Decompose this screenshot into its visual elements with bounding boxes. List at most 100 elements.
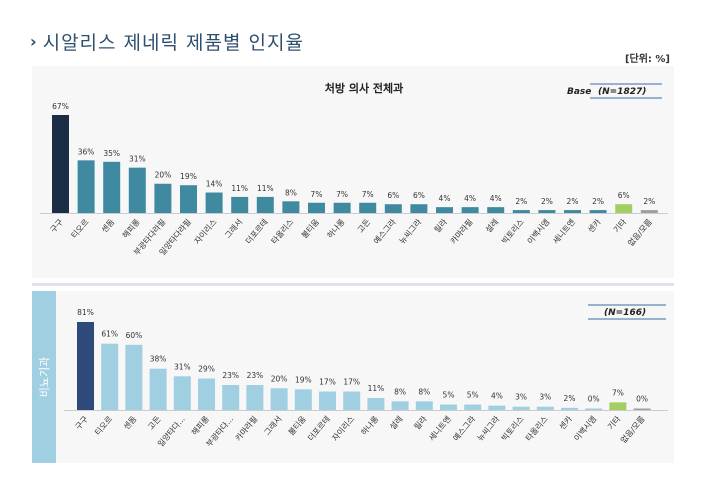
bar — [103, 161, 121, 213]
tick-label: 더포르테 — [244, 218, 270, 246]
bar — [52, 115, 69, 213]
data-label: 23% — [247, 371, 264, 380]
tick-label: 예스그라 — [451, 413, 478, 442]
data-label: 81% — [77, 308, 94, 317]
bar — [77, 322, 94, 410]
tick-label: 빅토리스 — [500, 415, 526, 443]
data-label: 5% — [467, 391, 479, 400]
bar — [512, 210, 530, 213]
data-label: 2% — [643, 197, 655, 206]
data-label: 14% — [206, 180, 223, 189]
base-label: Base — [567, 87, 591, 97]
bar — [615, 204, 633, 213]
data-label: 61% — [101, 330, 118, 339]
data-label: 11% — [231, 184, 248, 193]
data-label: 11% — [368, 384, 385, 393]
data-label: 4% — [464, 194, 476, 203]
data-label: 6% — [618, 191, 630, 200]
data-label: 7% — [336, 190, 348, 199]
tick-label: 센카 — [586, 216, 604, 234]
tick-label: 기타 — [606, 414, 623, 432]
data-label: 38% — [150, 355, 167, 364]
tick-label: 기타 — [612, 217, 629, 235]
tick-label: 타올리스 — [524, 415, 550, 443]
bar — [77, 160, 95, 213]
tick-label: 고든 — [146, 415, 162, 432]
bar — [410, 204, 428, 213]
data-label: 23% — [222, 371, 239, 380]
tick-label: 없음/모름 — [619, 415, 647, 445]
tick-label: 해피롱 — [189, 414, 211, 437]
unit-label: [단위: %] — [624, 54, 670, 65]
tick-label: 빅토리스 — [500, 218, 526, 246]
bar — [294, 389, 312, 410]
data-label: 35% — [103, 149, 120, 158]
tick-label: 더포르테 — [306, 415, 332, 443]
page-title: 시알리스 제네릭 제품별 인지율 — [42, 32, 304, 54]
bar — [282, 201, 300, 213]
data-label: 31% — [129, 155, 146, 164]
data-label: 8% — [418, 387, 430, 396]
data-label: 7% — [612, 388, 624, 397]
tick-label: 자이리스 — [330, 414, 357, 443]
data-label: 2% — [567, 197, 579, 206]
bar — [384, 204, 402, 213]
data-label: 67% — [52, 102, 69, 111]
tick-label: 불티움 — [286, 414, 308, 437]
data-label: 2% — [515, 197, 527, 206]
tick-label: 릴라 — [412, 414, 429, 432]
bar — [154, 183, 172, 213]
bar — [231, 196, 249, 213]
bar — [609, 402, 627, 410]
bar — [585, 408, 603, 410]
bar — [101, 343, 119, 410]
data-label: 29% — [198, 364, 215, 373]
bar — [487, 207, 505, 213]
bar — [125, 344, 143, 410]
data-label: 4% — [491, 392, 503, 401]
data-label: 20% — [271, 374, 288, 383]
bar — [640, 210, 658, 213]
data-label: 7% — [311, 190, 323, 199]
bar — [367, 398, 385, 410]
bar — [333, 202, 351, 213]
data-label: 0% — [588, 395, 600, 404]
data-label: 19% — [295, 375, 312, 384]
bar — [359, 202, 377, 213]
tick-label: 없음/모름 — [626, 218, 654, 248]
tick-label: 고든 — [356, 218, 372, 235]
tick-label: 센카 — [557, 413, 575, 431]
bar — [440, 404, 457, 410]
bar — [128, 167, 146, 213]
tick-label: 설레 — [388, 414, 405, 432]
tick-label: 티오르 — [93, 415, 114, 438]
chart-title: 처방 의사 전체과 — [325, 81, 404, 95]
bar — [461, 207, 479, 213]
tick-label: 그래서 — [223, 218, 244, 241]
title-arrow-icon: › — [30, 32, 37, 51]
bar — [564, 210, 581, 213]
bar — [256, 196, 274, 213]
bar — [308, 202, 325, 213]
bar — [561, 407, 578, 410]
side-tab-urology: 비뇨기과 — [32, 291, 56, 463]
data-label: 2% — [564, 394, 576, 403]
bar — [436, 207, 453, 213]
tick-label: 뉴씨그라 — [476, 414, 502, 443]
tick-label: 해피롱 — [120, 217, 142, 240]
data-label: 60% — [126, 331, 143, 340]
data-label: 17% — [319, 378, 336, 387]
tick-label: 하나롱 — [325, 217, 347, 240]
tick-label: 타올리스 — [270, 218, 296, 246]
bar — [633, 408, 651, 410]
tick-label: 불티움 — [299, 217, 321, 240]
tick-label: 카마라필 — [448, 217, 475, 246]
data-label: 6% — [413, 191, 425, 200]
tick-label: 릴라 — [433, 217, 450, 235]
data-label: 3% — [539, 393, 551, 402]
bar — [180, 185, 197, 213]
data-label: 8% — [394, 387, 406, 396]
title-row: › 시알리스 제네릭 제품별 인지율 — [30, 28, 304, 55]
data-label: 17% — [343, 378, 360, 387]
data-label: 2% — [592, 197, 604, 206]
